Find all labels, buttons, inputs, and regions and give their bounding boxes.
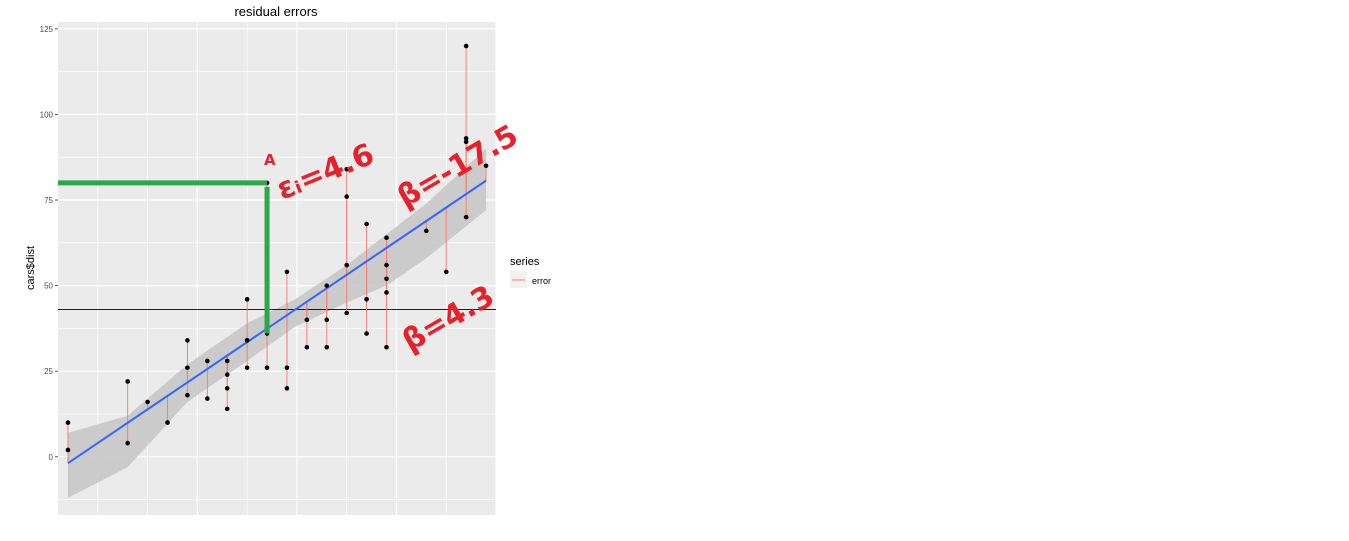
regression-line	[67, 179, 487, 464]
data-point	[324, 344, 330, 350]
data-point	[463, 136, 469, 141]
y-axis-ticks: 0 25 50 75 100 125	[40, 25, 58, 462]
data-point	[463, 43, 469, 49]
y-tick-label: 75	[44, 196, 53, 205]
data-point	[145, 399, 150, 405]
data-point	[324, 317, 330, 323]
data-point	[344, 262, 349, 268]
data-point	[384, 290, 389, 295]
data-point	[205, 396, 210, 401]
data-point	[344, 166, 349, 172]
data-point	[125, 379, 130, 384]
data-point	[443, 269, 449, 275]
data-point	[244, 338, 250, 343]
data-point	[224, 358, 230, 364]
data-point	[224, 406, 230, 412]
data-point	[344, 194, 349, 199]
chart-title: residual errors	[234, 4, 318, 19]
grid-lines	[58, 22, 497, 515]
data-point	[324, 283, 330, 288]
data-point	[463, 139, 469, 145]
data-point	[424, 228, 429, 234]
data-point	[264, 365, 270, 371]
y-tick-label: 25	[44, 367, 53, 376]
data-point	[364, 297, 369, 302]
fit-line	[67, 179, 487, 464]
data-point	[65, 447, 71, 453]
confidence-band	[67, 148, 487, 498]
y-axis-label: cars$dist	[25, 246, 37, 290]
data-point	[364, 331, 369, 336]
data-point	[304, 317, 310, 323]
data-point	[185, 365, 190, 371]
data-point	[244, 297, 250, 302]
data-point	[304, 344, 310, 350]
data-point	[185, 392, 190, 398]
data-point	[244, 365, 250, 371]
data-point	[384, 276, 389, 282]
y-tick-label: 0	[49, 453, 54, 462]
highlight-path	[58, 180, 270, 334]
data-point	[65, 420, 71, 425]
data-point	[165, 420, 170, 425]
data-point	[384, 262, 389, 268]
data-point	[483, 163, 489, 169]
confidence-band-area	[67, 148, 487, 498]
data-point	[463, 214, 469, 220]
data-point	[205, 358, 210, 364]
y-tick-label: 125	[40, 25, 54, 34]
data-point	[344, 310, 349, 316]
legend: series error	[510, 256, 551, 288]
legend-title: series	[510, 256, 540, 268]
data-points	[65, 43, 489, 453]
data-point	[284, 269, 290, 275]
data-point	[284, 386, 290, 391]
data-point	[125, 440, 130, 446]
legend-label-error: error	[532, 276, 551, 286]
point-a-label: A	[264, 151, 276, 169]
data-point	[364, 221, 369, 227]
data-point	[284, 365, 290, 371]
data-point	[224, 372, 230, 377]
data-point	[224, 386, 230, 391]
y-tick-label: 50	[44, 282, 53, 291]
y-tick-label: 100	[40, 110, 54, 119]
data-point	[185, 338, 190, 343]
data-point	[384, 235, 389, 240]
data-point	[384, 344, 389, 350]
